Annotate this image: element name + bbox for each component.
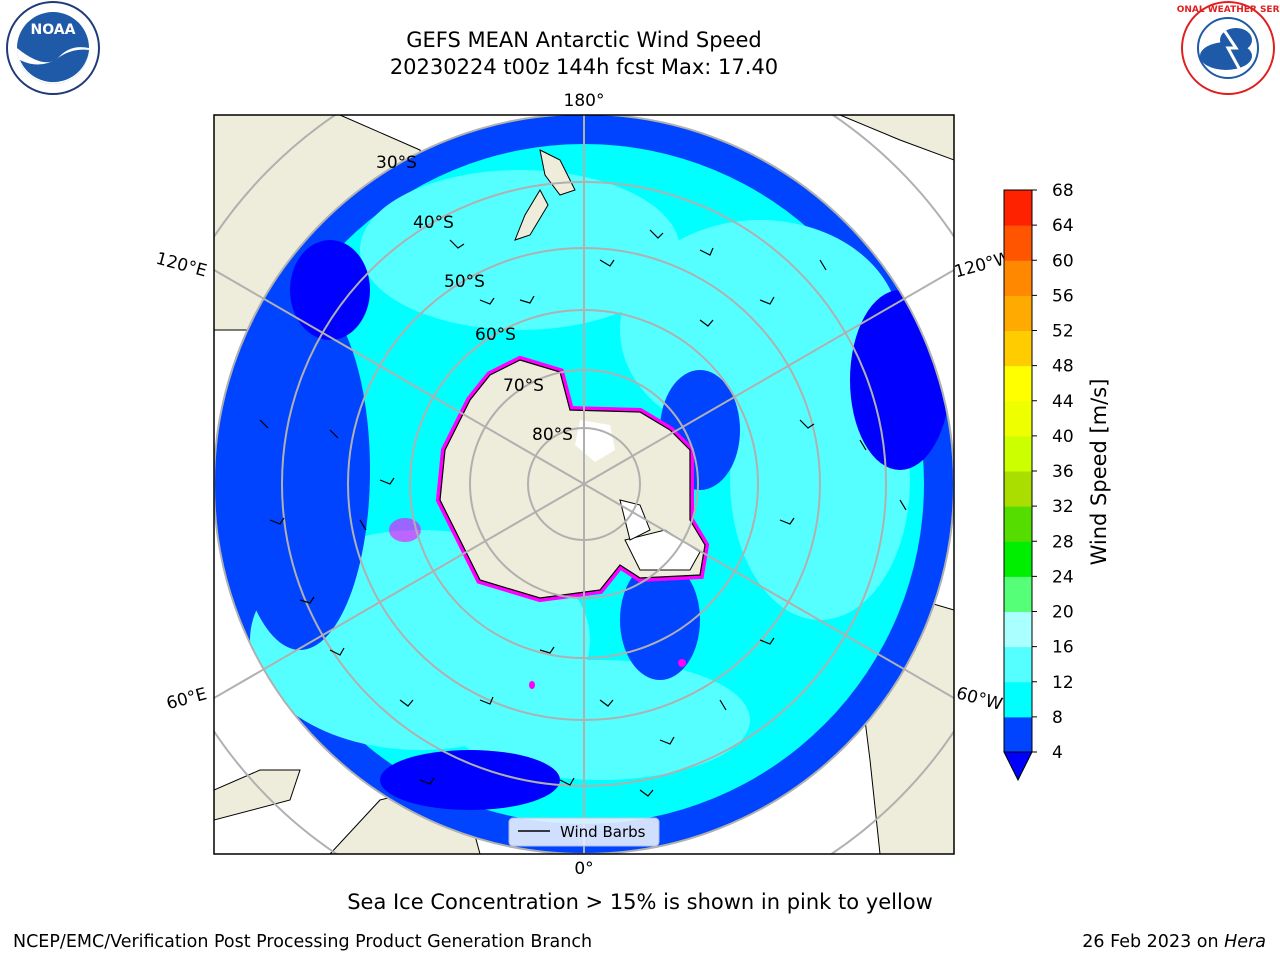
colorbar-segment xyxy=(1004,400,1032,437)
noaa-logo-text: NOAA xyxy=(31,22,76,38)
nws-logo-text: NATIONAL WEATHER SERVICE xyxy=(1176,5,1280,15)
colorbar-segment xyxy=(1004,646,1032,683)
colorbar-segment xyxy=(1004,541,1032,577)
colorbar-segment xyxy=(1004,225,1032,261)
footer-date: 26 Feb 2023 on Hera xyxy=(1082,932,1266,952)
meridian-label-180: 180° xyxy=(564,91,605,111)
title-line-1: GEFS MEAN Antarctic Wind Speed xyxy=(406,28,762,52)
colorbar-segment xyxy=(1004,435,1032,472)
colorbar-segment xyxy=(1004,295,1032,331)
meridian-label-120e: 120°E xyxy=(154,249,209,282)
colorbar-segment xyxy=(1004,260,1032,296)
meridian-label-60w: 60°W xyxy=(954,683,1005,715)
nws-logo: NATIONAL WEATHER SERVICE xyxy=(1176,1,1280,95)
colorbar-tick-label: 44 xyxy=(1052,392,1074,412)
colorbar-segment xyxy=(1004,365,1032,402)
lat-label-70s: 70°S xyxy=(503,376,544,396)
colorbar-tick-label: 60 xyxy=(1052,251,1074,271)
noaa-logo: NOAA xyxy=(6,1,100,95)
meridian-label-0: 0° xyxy=(574,859,593,879)
colorbar-tick-label: 28 xyxy=(1052,532,1074,552)
lat-label-60s: 60°S xyxy=(475,325,516,345)
colorbar-tick-label: 4 xyxy=(1052,743,1063,763)
legend-wind-barbs: Wind Barbs xyxy=(560,823,646,841)
footer-branch: NCEP/EMC/Verification Post Processing Pr… xyxy=(13,932,593,952)
colorbar-tick-label: 20 xyxy=(1052,603,1074,623)
lat-label-80s: 80°S xyxy=(532,425,573,445)
colorbar-segment xyxy=(1004,611,1032,648)
colorbar-tick-label: 36 xyxy=(1052,462,1074,482)
colorbar-segment xyxy=(1004,716,1032,753)
colorbar-segment xyxy=(1004,576,1032,612)
colorbar-tick-label: 52 xyxy=(1052,322,1074,342)
colorbar-label: Wind Speed [m/s] xyxy=(1087,379,1111,566)
footer-date-text: 26 Feb 2023 on xyxy=(1082,932,1225,952)
title-line-2: 20230224 t00z 144h fcst Max: 17.40 xyxy=(389,55,779,79)
colorbar-tick-label: 16 xyxy=(1052,638,1074,658)
colorbar-tick-label: 56 xyxy=(1052,286,1074,306)
sea-ice-caption: Sea Ice Concentration > 15% is shown in … xyxy=(347,890,933,914)
footer-machine: Hera xyxy=(1224,932,1266,952)
colorbar-segment xyxy=(1004,330,1032,367)
colorbar-segment xyxy=(1004,681,1032,718)
colorbar-tick-label: 48 xyxy=(1052,357,1074,377)
lat-label-30s: 30°S xyxy=(376,153,417,173)
colorbar-segment xyxy=(1004,506,1032,542)
colorbar-tick-label: 12 xyxy=(1052,673,1074,693)
colorbar-tick-label: 8 xyxy=(1052,708,1063,728)
lat-label-40s: 40°S xyxy=(413,213,454,233)
colorbar-extend-arrow xyxy=(1003,751,1033,782)
colorbar-tick-label: 24 xyxy=(1052,567,1074,587)
colorbar-segment xyxy=(1004,471,1032,507)
colorbar-tick-label: 40 xyxy=(1052,427,1074,447)
colorbar-tick-label: 64 xyxy=(1052,216,1074,236)
colorbar-segment xyxy=(1004,190,1032,226)
meridian-label-60e: 60°E xyxy=(164,684,209,714)
lat-label-50s: 50°S xyxy=(444,272,485,292)
colorbar-tick-label: 68 xyxy=(1052,181,1074,201)
colorbar-tick-label: 32 xyxy=(1052,497,1074,517)
